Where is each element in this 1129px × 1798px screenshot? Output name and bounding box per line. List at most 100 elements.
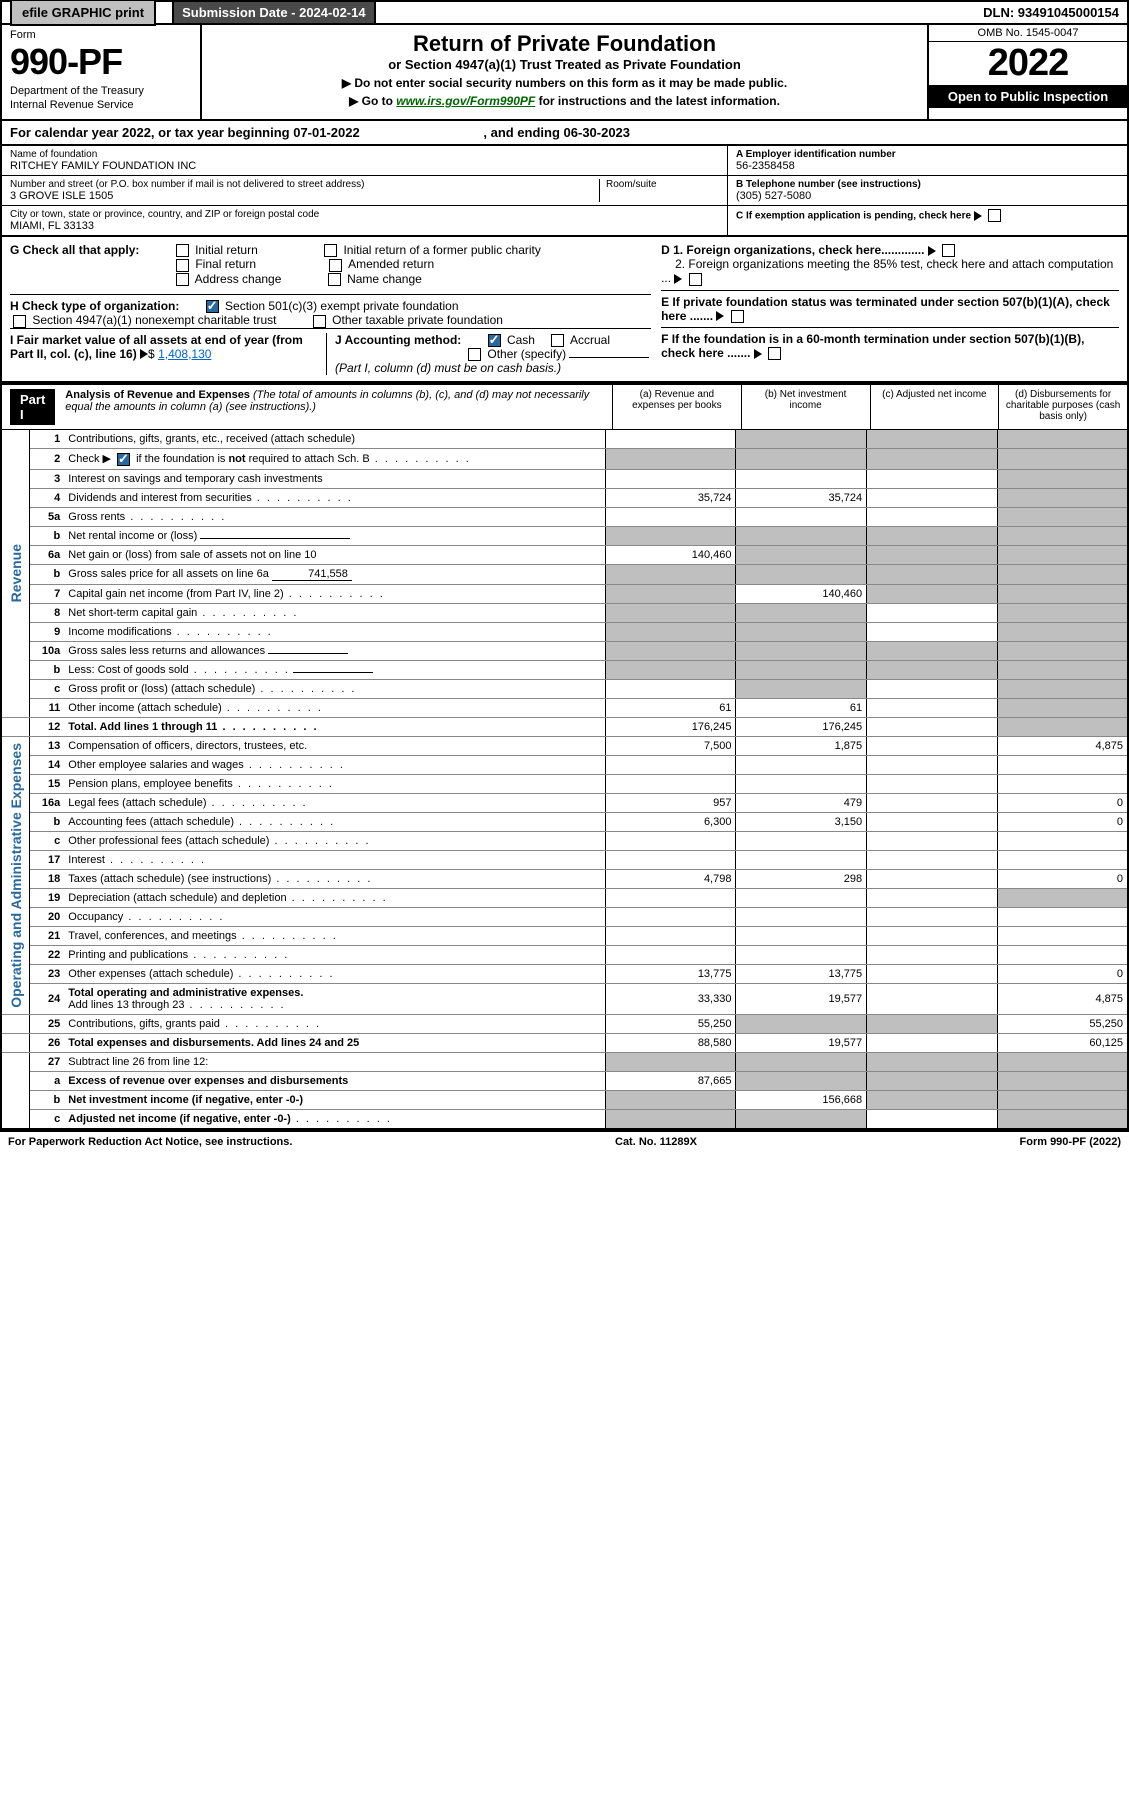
- table-row: 18Taxes (attach schedule) (see instructi…: [1, 869, 1128, 888]
- col-c-header: (c) Adjusted net income: [870, 385, 999, 429]
- city-state-zip: MIAMI, FL 33133: [10, 220, 719, 232]
- table-row: cGross profit or (loss) (attach schedule…: [1, 679, 1128, 698]
- table-row: 20Occupancy: [1, 907, 1128, 926]
- i-label: I Fair market value of all assets at end…: [10, 333, 303, 361]
- table-row: 4Dividends and interest from securities3…: [1, 488, 1128, 507]
- checks-section: G Check all that apply: Initial return I…: [0, 237, 1129, 383]
- final-return-checkbox[interactable]: [176, 259, 189, 272]
- table-row: 19Depreciation (attach schedule) and dep…: [1, 888, 1128, 907]
- paperwork-notice: For Paperwork Reduction Act Notice, see …: [8, 1136, 292, 1148]
- f-label: F If the foundation is in a 60-month ter…: [661, 332, 1084, 360]
- table-row: 16aLegal fees (attach schedule)9574790: [1, 793, 1128, 812]
- open-inspection: Open to Public Inspection: [929, 85, 1127, 108]
- form-header: Form 990-PF Department of the Treasury I…: [0, 25, 1129, 121]
- dln: DLN: 93491045000154: [975, 2, 1127, 23]
- 501c3-checkbox[interactable]: [206, 300, 219, 313]
- efile-print-button[interactable]: efile GRAPHIC print: [10, 0, 156, 26]
- part1-table: Revenue 1Contributions, gifts, grants, e…: [0, 430, 1129, 1130]
- table-row: 17Interest: [1, 850, 1128, 869]
- form-number: 990-PF: [10, 41, 192, 83]
- table-row: bLess: Cost of goods sold: [1, 660, 1128, 679]
- table-row: 3Interest on savings and temporary cash …: [1, 469, 1128, 488]
- page-footer: For Paperwork Reduction Act Notice, see …: [0, 1130, 1129, 1152]
- street-address: 3 GROVE ISLE 1505: [10, 190, 599, 202]
- d2-label: 2. Foreign organizations meeting the 85%…: [661, 257, 1113, 285]
- table-row: 11Other income (attach schedule)6161: [1, 698, 1128, 717]
- table-row: bGross sales price for all assets on lin…: [1, 564, 1128, 584]
- accrual-checkbox[interactable]: [551, 334, 564, 347]
- table-row: aExcess of revenue over expenses and dis…: [1, 1071, 1128, 1090]
- table-row: cOther professional fees (attach schedul…: [1, 831, 1128, 850]
- fmv-value[interactable]: 1,408,130: [158, 347, 211, 361]
- omb-number: OMB No. 1545-0047: [929, 25, 1127, 42]
- expenses-label: Operating and Administrative Expenses: [8, 743, 24, 1008]
- arrow-icon: [754, 349, 762, 359]
- arrow-icon: [140, 349, 148, 359]
- cash-basis-note: (Part I, column (d) must be on cash basi…: [335, 361, 561, 375]
- table-row: 7Capital gain net income (from Part IV, …: [1, 584, 1128, 603]
- room-label: Room/suite: [606, 179, 719, 190]
- table-row: bAccounting fees (attach schedule)6,3003…: [1, 812, 1128, 831]
- topbar: efile GRAPHIC print Submission Date - 20…: [0, 0, 1129, 25]
- form-subtitle: or Section 4947(a)(1) Trust Treated as P…: [222, 57, 907, 72]
- initial-former-checkbox[interactable]: [324, 244, 337, 257]
- name-change-checkbox[interactable]: [328, 273, 341, 286]
- foreign-85-checkbox[interactable]: [689, 273, 702, 286]
- address-change-checkbox[interactable]: [176, 273, 189, 286]
- foundation-name: RITCHEY FAMILY FOUNDATION INC: [10, 160, 719, 172]
- table-row: 23Other expenses (attach schedule)13,775…: [1, 964, 1128, 983]
- ein-label: A Employer identification number: [736, 149, 1119, 160]
- initial-return-checkbox[interactable]: [176, 244, 189, 257]
- d1-label: D 1. Foreign organizations, check here..…: [661, 243, 924, 257]
- table-row: 5aGross rents: [1, 507, 1128, 526]
- col-d-header: (d) Disbursements for charitable purpose…: [998, 385, 1127, 429]
- g-label: G Check all that apply:: [10, 243, 139, 257]
- other-method-checkbox[interactable]: [468, 348, 481, 361]
- submission-date: Submission Date - 2024-02-14: [172, 0, 376, 25]
- tax-year: 2022: [929, 42, 1127, 85]
- table-row: 8Net short-term capital gain: [1, 603, 1128, 622]
- cat-number: Cat. No. 11289X: [615, 1136, 697, 1148]
- addr-label: Number and street (or P.O. box number if…: [10, 179, 599, 190]
- table-row: 6aNet gain or (loss) from sale of assets…: [1, 545, 1128, 564]
- name-label: Name of foundation: [10, 149, 719, 160]
- form-ref: Form 990-PF (2022): [1020, 1136, 1122, 1148]
- j-label: J Accounting method:: [335, 333, 461, 347]
- table-row: 24Total operating and administrative exp…: [1, 983, 1128, 1014]
- table-row: 26Total expenses and disbursements. Add …: [1, 1033, 1128, 1052]
- dept-treasury: Department of the Treasury: [10, 85, 192, 97]
- table-row: Operating and Administrative Expenses 13…: [1, 736, 1128, 755]
- table-row: 9Income modifications: [1, 622, 1128, 641]
- 60month-checkbox[interactable]: [768, 347, 781, 360]
- table-row: cAdjusted net income (if negative, enter…: [1, 1109, 1128, 1129]
- terminated-checkbox[interactable]: [731, 310, 744, 323]
- table-row: 25Contributions, gifts, grants paid55,25…: [1, 1014, 1128, 1033]
- goto-note: ▶ Go to www.irs.gov/Form990PF for instru…: [222, 94, 907, 108]
- table-row: 21Travel, conferences, and meetings: [1, 926, 1128, 945]
- form-word: Form: [10, 29, 192, 41]
- 4947-checkbox[interactable]: [13, 315, 26, 328]
- schb-checkbox[interactable]: [117, 453, 130, 466]
- exemption-label: C If exemption application is pending, c…: [736, 210, 971, 221]
- phone-label: B Telephone number (see instructions): [736, 179, 1119, 190]
- arrow-icon: [674, 274, 682, 284]
- col-b-header: (b) Net investment income: [741, 385, 870, 429]
- table-row: 27Subtract line 26 from line 12:: [1, 1052, 1128, 1071]
- part1-badge: Part I: [10, 389, 55, 425]
- table-row: 12Total. Add lines 1 through 11176,24517…: [1, 717, 1128, 736]
- exemption-checkbox[interactable]: [988, 209, 1001, 222]
- calendar-year-row: For calendar year 2022, or tax year begi…: [0, 121, 1129, 146]
- amended-return-checkbox[interactable]: [329, 259, 342, 272]
- table-row: 2Check ▶ if the foundation is not requir…: [1, 449, 1128, 470]
- foreign-org-checkbox[interactable]: [942, 244, 955, 257]
- cash-checkbox[interactable]: [488, 334, 501, 347]
- irs-link[interactable]: www.irs.gov/Form990PF: [396, 94, 535, 108]
- table-row: 10aGross sales less returns and allowanc…: [1, 641, 1128, 660]
- h-label: H Check type of organization:: [10, 299, 179, 313]
- form-title: Return of Private Foundation: [222, 31, 907, 57]
- city-label: City or town, state or province, country…: [10, 209, 719, 220]
- table-row: bNet investment income (if negative, ent…: [1, 1090, 1128, 1109]
- arrow-icon: [716, 311, 724, 321]
- other-taxable-checkbox[interactable]: [313, 315, 326, 328]
- table-row: 14Other employee salaries and wages: [1, 755, 1128, 774]
